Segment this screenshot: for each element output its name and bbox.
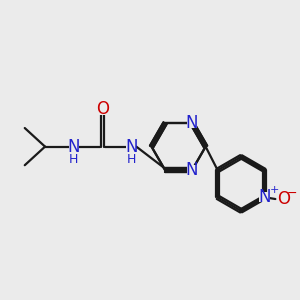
FancyBboxPatch shape xyxy=(187,165,197,175)
FancyBboxPatch shape xyxy=(70,156,77,163)
Text: −: − xyxy=(286,186,297,200)
FancyBboxPatch shape xyxy=(260,192,270,203)
Text: +: + xyxy=(269,185,279,195)
Text: H: H xyxy=(127,153,136,166)
FancyBboxPatch shape xyxy=(271,187,277,193)
Text: N: N xyxy=(186,161,198,179)
FancyBboxPatch shape xyxy=(289,190,295,196)
FancyBboxPatch shape xyxy=(126,142,136,152)
Text: N: N xyxy=(68,138,80,156)
Text: H: H xyxy=(69,153,79,166)
FancyBboxPatch shape xyxy=(128,156,135,163)
Text: N: N xyxy=(125,138,137,156)
FancyBboxPatch shape xyxy=(278,194,288,204)
Text: N: N xyxy=(186,114,198,132)
Text: N: N xyxy=(258,188,271,206)
Text: O: O xyxy=(277,190,290,208)
FancyBboxPatch shape xyxy=(187,118,197,128)
Text: O: O xyxy=(96,100,109,118)
FancyBboxPatch shape xyxy=(69,142,79,152)
FancyBboxPatch shape xyxy=(98,104,108,115)
